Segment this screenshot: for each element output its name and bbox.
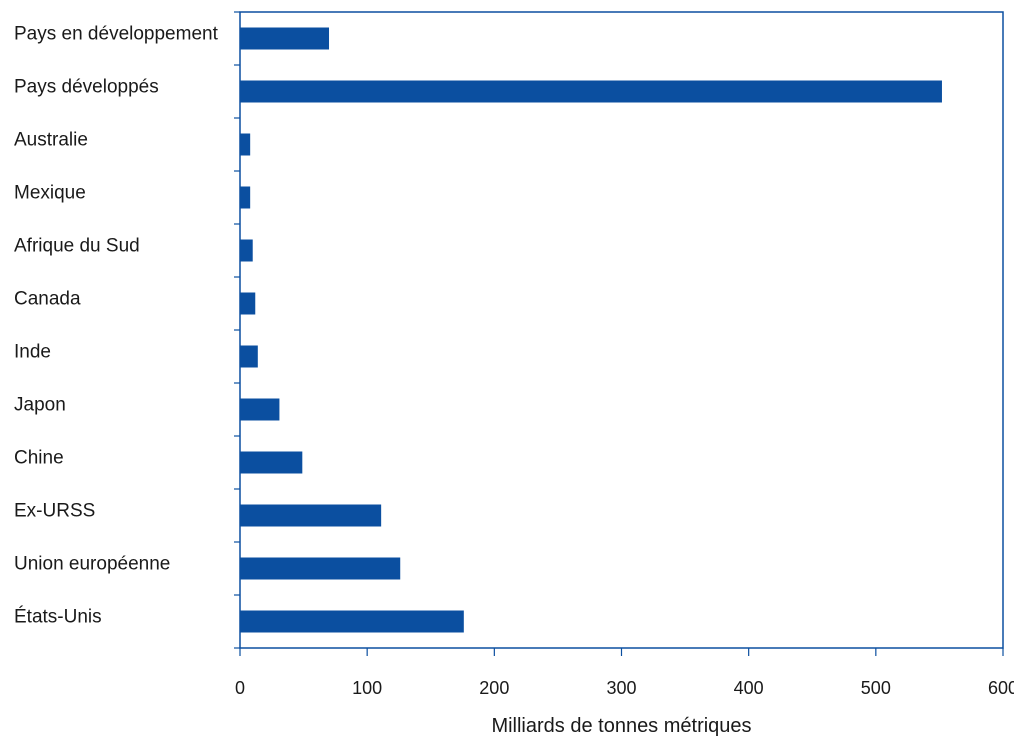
x-tick-label: 500 <box>861 678 891 698</box>
x-tick-label: 300 <box>606 678 636 698</box>
bars <box>240 27 942 633</box>
x-tick-label: 600 <box>988 678 1014 698</box>
x-axis-ticks <box>239 648 1004 656</box>
bar-4 <box>240 239 253 262</box>
y-axis-labels: Pays en développement Pays développés Aust… <box>14 24 219 628</box>
bar-8 <box>240 451 303 474</box>
y-tick-label: Afrique du Sud <box>14 236 140 257</box>
x-tick-label: 200 <box>479 678 509 698</box>
x-tick-label: 0 <box>235 678 245 698</box>
y-tick-label: Ex-URSS <box>14 501 95 522</box>
x-tick-label: 100 <box>352 678 382 698</box>
y-tick-label: Australie <box>14 130 88 151</box>
bar-2 <box>240 133 251 156</box>
plot-border <box>239 11 1004 649</box>
bar-9 <box>240 504 382 527</box>
x-axis-title: Milliards de tonnes métriques <box>491 715 751 737</box>
y-tick-label: Pays développés <box>14 77 159 98</box>
bar-3 <box>240 186 251 209</box>
y-tick-label: Inde <box>14 342 51 363</box>
bar-1 <box>240 80 942 103</box>
bar-5 <box>240 292 256 315</box>
bar-10 <box>240 557 401 580</box>
x-tick-label: 400 <box>734 678 764 698</box>
bar-7 <box>240 398 280 421</box>
x-axis-labels: 0 100 200 300 400 500 600 <box>235 678 1014 698</box>
y-tick-label: Pays en développement <box>14 24 219 45</box>
y-tick-label: Canada <box>14 289 81 310</box>
y-tick-label: Chine <box>14 448 64 469</box>
y-axis-ticks <box>234 11 240 649</box>
y-tick-label: Union européenne <box>14 554 170 575</box>
y-tick-label: Japon <box>14 395 66 416</box>
y-tick-label: Mexique <box>14 183 86 204</box>
bar-11 <box>240 610 464 633</box>
plot-frame <box>239 11 1004 649</box>
y-tick-label: États-Unis <box>14 607 102 628</box>
bar-0 <box>240 27 330 50</box>
bar-6 <box>240 345 258 368</box>
